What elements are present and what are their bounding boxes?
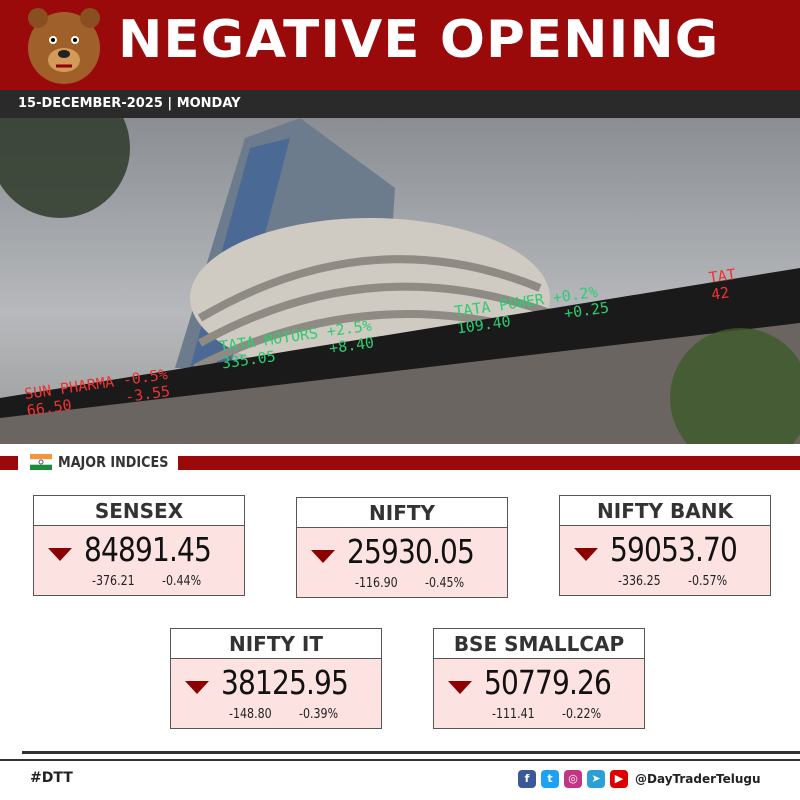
- social-links: f t ◎ ➤ ▶ @DayTraderTelugu: [518, 770, 761, 788]
- page-title: NEGATIVE OPENING: [118, 10, 720, 70]
- header-banner: NEGATIVE OPENING: [0, 0, 800, 90]
- index-change: -376.21: [92, 574, 135, 589]
- india-flag-icon: [30, 454, 52, 470]
- index-percent: -0.44%: [162, 574, 202, 589]
- index-card-nifty-it: NIFTY IT 38125.95 -148.80 -0.39%: [170, 628, 382, 729]
- index-change: -111.41: [492, 707, 535, 722]
- section-bar: [0, 456, 18, 470]
- youtube-icon[interactable]: ▶: [610, 770, 628, 788]
- facebook-icon[interactable]: f: [518, 770, 536, 788]
- index-card-bse-smallcap: BSE SMALLCAP 50779.26 -111.41 -0.22%: [433, 628, 645, 729]
- down-arrow-icon: [311, 550, 335, 563]
- ticker-line: 42: [709, 283, 731, 304]
- index-name: NIFTY BANK: [560, 496, 770, 526]
- twitter-icon[interactable]: t: [541, 770, 559, 788]
- index-change: -336.25: [618, 574, 661, 589]
- index-value: 84891.45: [84, 530, 212, 569]
- index-percent: -0.39%: [299, 707, 339, 722]
- down-arrow-icon: [48, 548, 72, 561]
- date-label: 15-DECEMBER-2025 | MONDAY: [18, 96, 241, 111]
- index-name: NIFTY: [297, 498, 507, 528]
- index-percent: -0.22%: [562, 707, 602, 722]
- index-value: 50779.26: [484, 663, 612, 702]
- index-card-nifty: NIFTY 25930.05 -116.90 -0.45%: [296, 497, 508, 598]
- stock-exchange-photo: SUN PHARMA -0.5% 66.50 -3.55 TATA MOTORS …: [0, 118, 800, 444]
- index-card-nifty-bank: NIFTY BANK 59053.70 -336.25 -0.57%: [559, 495, 771, 596]
- hashtag: #DTT: [30, 770, 73, 786]
- index-card-sensex: SENSEX 84891.45 -376.21 -0.44%: [33, 495, 245, 596]
- social-handle: @DayTraderTelugu: [635, 772, 761, 786]
- index-percent: -0.57%: [688, 574, 728, 589]
- down-arrow-icon: [574, 548, 598, 561]
- index-name: SENSEX: [34, 496, 244, 526]
- date-bar: 15-DECEMBER-2025 | MONDAY: [0, 90, 800, 118]
- section-header: MAJOR INDICES: [0, 452, 800, 472]
- index-percent: -0.45%: [425, 576, 465, 591]
- down-arrow-icon: [448, 681, 472, 694]
- building-illustration: [0, 118, 800, 444]
- bear-logo-icon: [28, 8, 100, 84]
- footer-divider: [22, 751, 800, 754]
- index-value: 59053.70: [610, 530, 738, 569]
- index-change: -116.90: [355, 576, 398, 591]
- telegram-icon[interactable]: ➤: [587, 770, 605, 788]
- index-name: BSE SMALLCAP: [434, 629, 644, 659]
- index-value: 25930.05: [347, 532, 475, 571]
- index-name: NIFTY IT: [171, 629, 381, 659]
- down-arrow-icon: [185, 681, 209, 694]
- section-bar: [178, 456, 800, 470]
- index-value: 38125.95: [221, 663, 349, 702]
- footer-divider: [0, 759, 800, 761]
- section-title: MAJOR INDICES: [58, 453, 169, 471]
- ticker-text: TAT 42: [708, 265, 740, 304]
- instagram-icon[interactable]: ◎: [564, 770, 582, 788]
- index-change: -148.80: [229, 707, 272, 722]
